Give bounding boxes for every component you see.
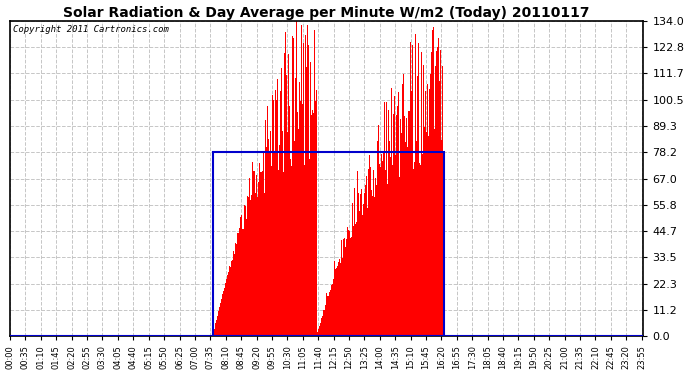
Text: Copyright 2011 Cartronics.com: Copyright 2011 Cartronics.com: [13, 26, 169, 34]
Bar: [213, 152, 444, 336]
Title: Solar Radiation & Day Average per Minute W/m2 (Today) 20110117: Solar Radiation & Day Average per Minute…: [63, 6, 590, 20]
